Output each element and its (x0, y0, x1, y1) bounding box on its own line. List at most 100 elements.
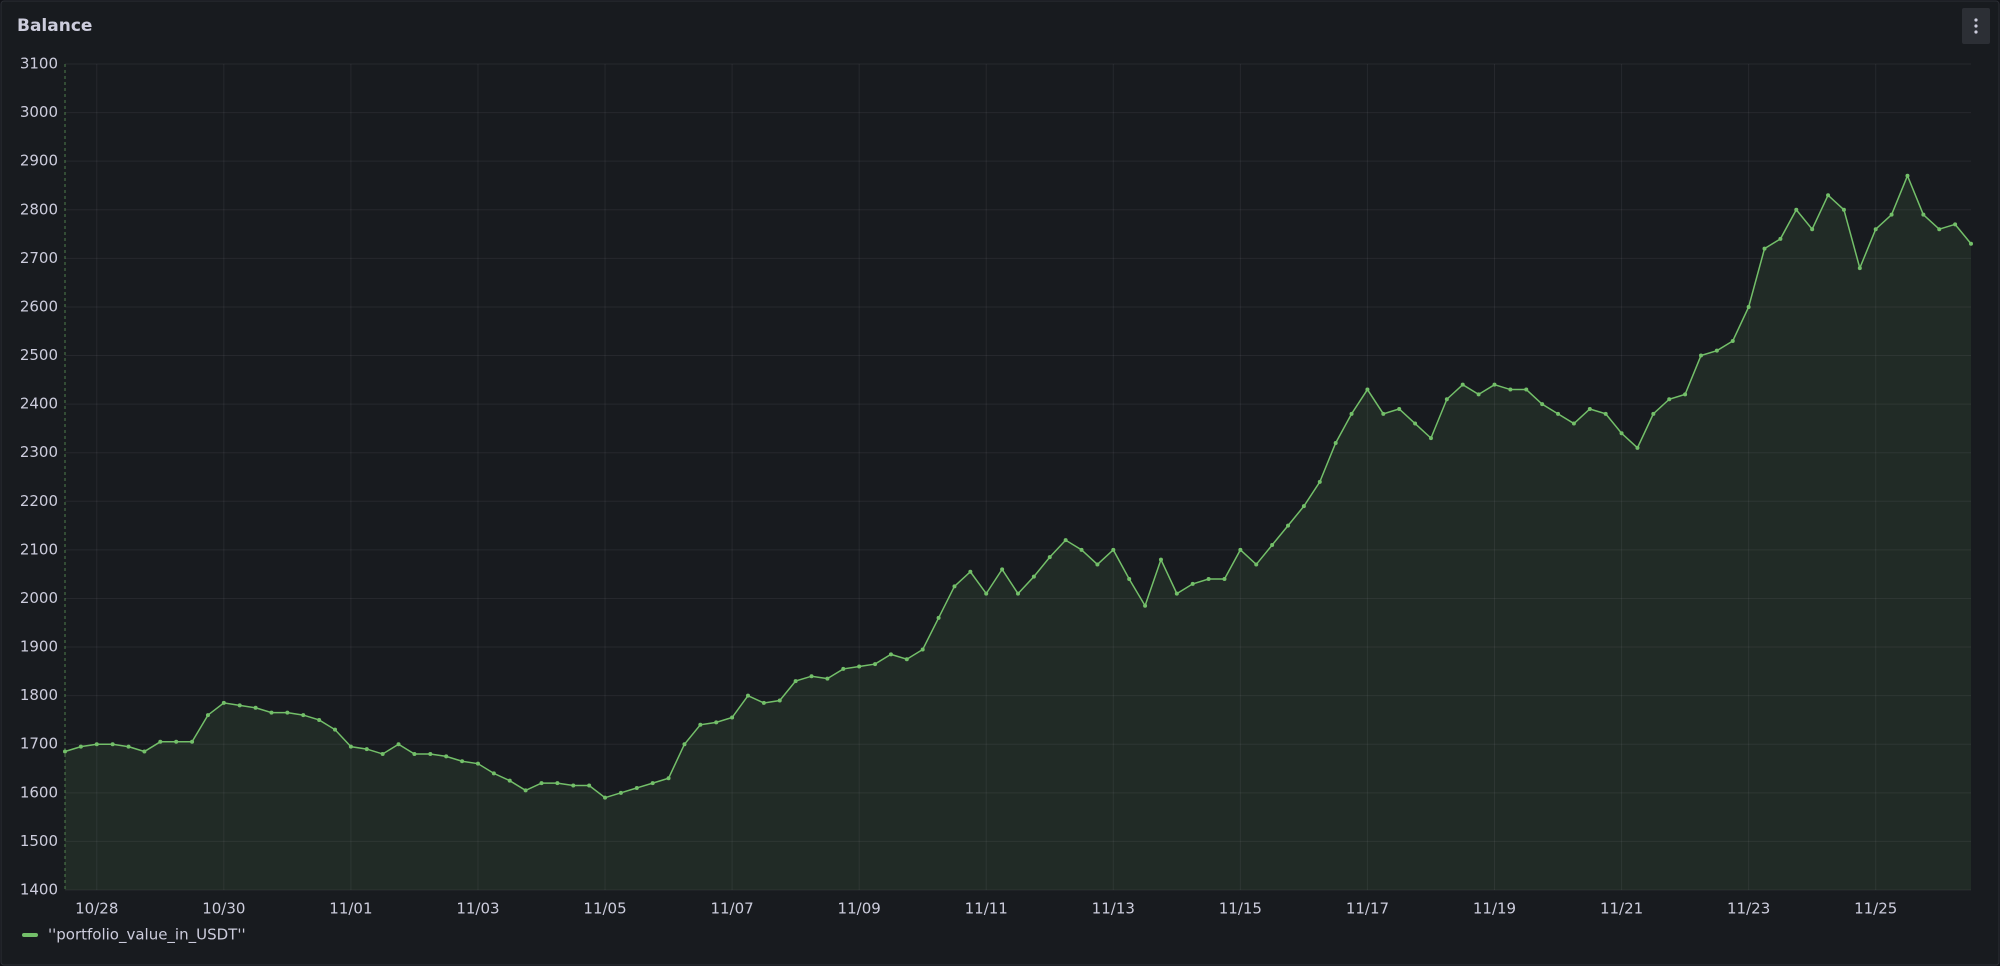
point (555, 781, 560, 786)
point (650, 781, 655, 786)
point (348, 744, 353, 749)
point (380, 751, 385, 756)
legend-swatch (22, 933, 38, 937)
point (952, 584, 957, 589)
point (460, 759, 465, 764)
point (78, 744, 83, 749)
menu-dot (1974, 30, 1978, 34)
point (1698, 353, 1703, 358)
point (333, 727, 338, 732)
point (1953, 222, 1958, 227)
point (1826, 193, 1831, 198)
y-tick-label: 1400 (20, 881, 58, 899)
point (491, 771, 496, 776)
legend-label: ''portfolio_value_in_USDT'' (48, 926, 246, 945)
point (1428, 436, 1433, 441)
x-tick-label: 11/09 (838, 900, 881, 918)
point (777, 698, 782, 703)
x-tick-label: 10/28 (75, 900, 118, 918)
point (1413, 421, 1418, 426)
y-tick-label: 2200 (20, 492, 58, 510)
point (1492, 382, 1497, 387)
point (825, 676, 830, 681)
point (301, 713, 306, 718)
point (1810, 227, 1815, 232)
point (1460, 382, 1465, 387)
point (730, 715, 735, 720)
point (1111, 547, 1116, 552)
point (94, 742, 99, 747)
point (1969, 241, 1973, 246)
x-tick-label: 11/03 (456, 900, 499, 918)
y-tick-label: 2600 (20, 297, 58, 315)
point (1143, 603, 1148, 608)
point (1270, 543, 1275, 548)
point (1317, 479, 1322, 484)
point (174, 739, 179, 744)
point (1127, 577, 1132, 582)
point (1651, 411, 1656, 416)
point (126, 744, 131, 749)
point (984, 591, 989, 596)
x-tick-label: 11/01 (329, 900, 372, 918)
point (1301, 504, 1306, 509)
panel-title: Balance (17, 16, 92, 36)
area (65, 175, 1971, 891)
point (253, 705, 258, 710)
y-tick-label: 1800 (20, 686, 58, 704)
point (1016, 591, 1020, 596)
point (1079, 547, 1084, 552)
point (634, 785, 639, 790)
y-tick-label: 3100 (20, 55, 58, 73)
x-tick-label: 11/15 (1219, 900, 1262, 918)
point (1174, 591, 1179, 596)
point (1571, 421, 1576, 426)
x-tick-label: 11/23 (1727, 900, 1770, 918)
point (1508, 387, 1513, 392)
x-tick-label: 11/19 (1473, 900, 1516, 918)
point (1873, 227, 1878, 232)
x-tick-label: 11/05 (583, 900, 626, 918)
point (936, 615, 941, 620)
point (1714, 348, 1719, 353)
point (1540, 402, 1545, 407)
point (1524, 387, 1529, 392)
point (285, 710, 290, 715)
point (857, 664, 862, 669)
y-tick-label: 1700 (20, 735, 58, 753)
point (1730, 338, 1735, 343)
point (841, 666, 846, 671)
point (1206, 577, 1211, 582)
point (1095, 562, 1100, 567)
point (364, 747, 369, 752)
point (1000, 567, 1005, 572)
panel-menu[interactable] (1962, 8, 1990, 44)
point (507, 778, 512, 783)
point (793, 679, 798, 684)
x-tick-label: 11/25 (1854, 900, 1897, 918)
point (618, 790, 623, 795)
point (1889, 212, 1894, 217)
point (761, 700, 766, 705)
point (603, 795, 608, 800)
point (968, 569, 973, 574)
point (1286, 523, 1291, 528)
point (63, 749, 67, 754)
point (205, 713, 210, 718)
point (1444, 397, 1449, 402)
point (221, 700, 226, 705)
y-tick-label: 2400 (20, 395, 58, 413)
y-tick-label: 2300 (20, 443, 58, 461)
point (1063, 538, 1068, 543)
point (873, 662, 878, 667)
point (714, 720, 719, 725)
point (1921, 212, 1926, 217)
point (1190, 581, 1195, 586)
point (1556, 411, 1561, 416)
y-tick-label: 1500 (20, 832, 58, 850)
point (1397, 406, 1402, 411)
point (1667, 397, 1672, 402)
point (110, 742, 115, 747)
point (1031, 574, 1036, 579)
